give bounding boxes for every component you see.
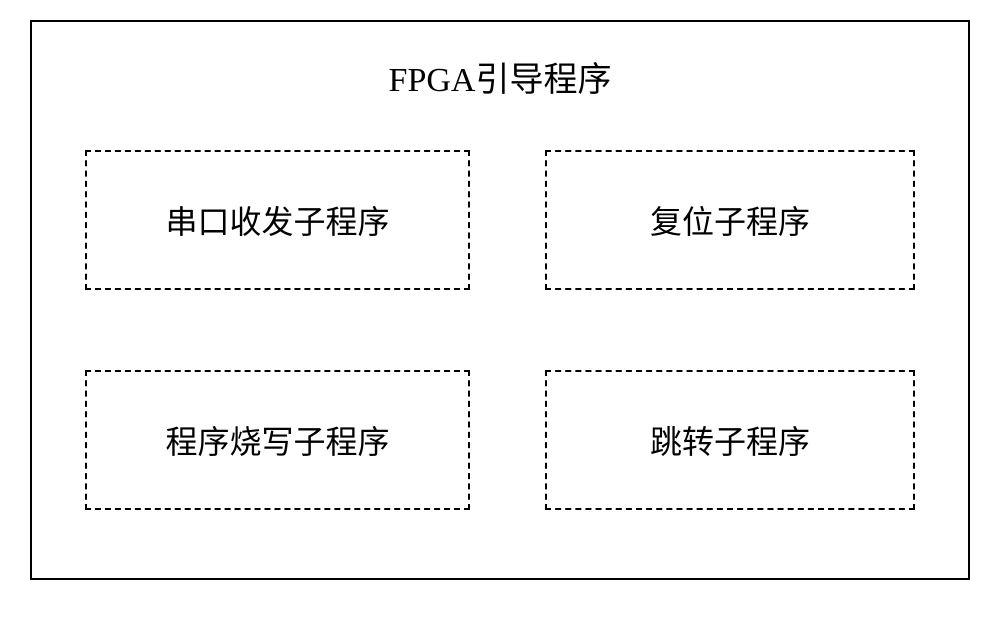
diagram-title: FPGA引导程序 [30, 52, 970, 101]
inner-box-jump: 跳转子程序 [545, 370, 915, 510]
inner-box-uart: 串口收发子程序 [85, 150, 470, 290]
inner-box-reset: 复位子程序 [545, 150, 915, 290]
inner-box-flash: 程序烧写子程序 [85, 370, 470, 510]
